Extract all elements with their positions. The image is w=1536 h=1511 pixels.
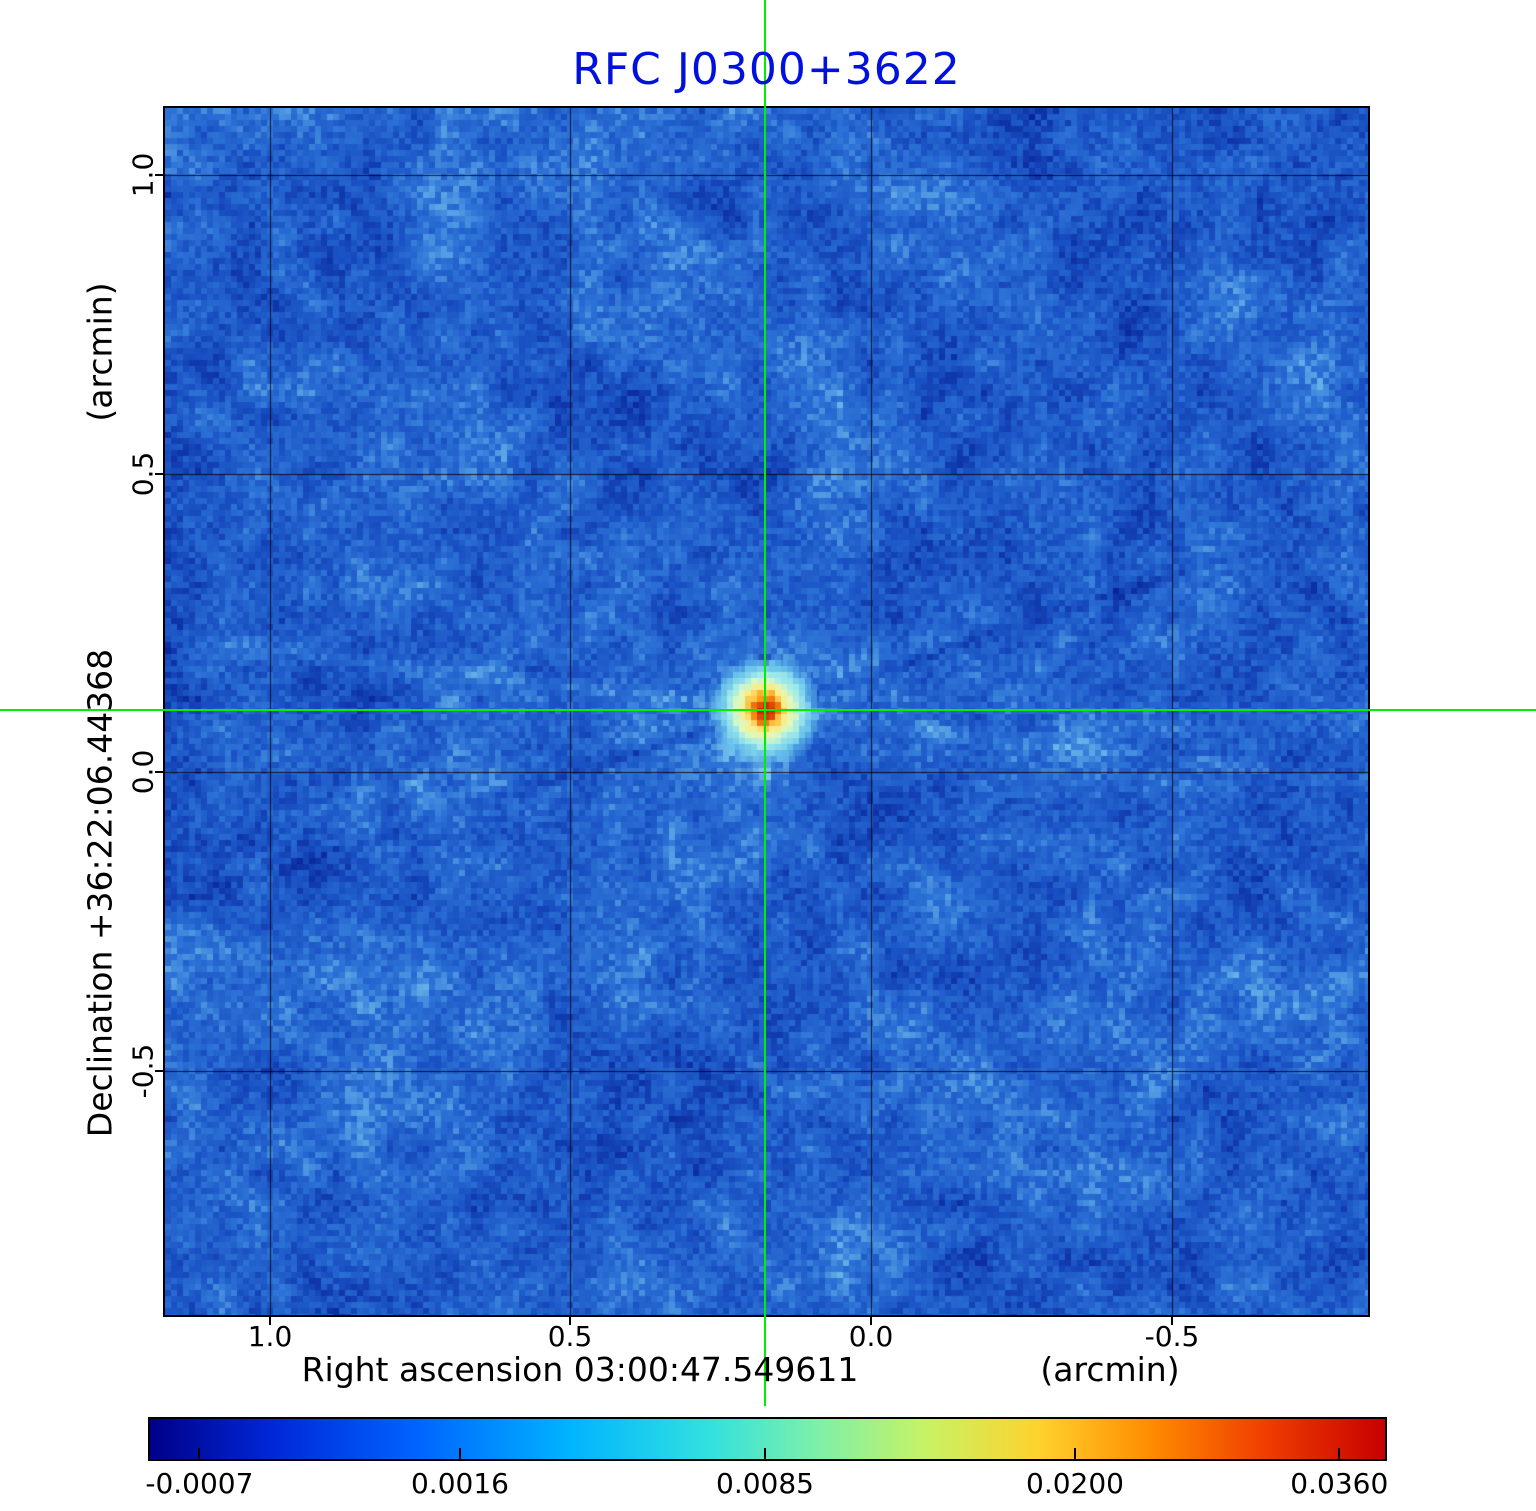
- x-axis-unit: (arcmin): [1040, 1350, 1180, 1389]
- x-axis-tick: [1171, 1317, 1173, 1325]
- colorbar-tick-label: 0.0360: [1290, 1467, 1389, 1500]
- colorbar-tick-label: -0.0007: [145, 1467, 254, 1500]
- y-axis-tick: [155, 174, 163, 176]
- plot-title: RFC J0300+3622: [572, 44, 961, 95]
- x-axis-tick: [870, 1317, 872, 1325]
- y-axis-unit: (arcmin): [80, 282, 120, 422]
- x-tick-label: 0.0: [848, 1320, 894, 1353]
- colorbar-tick-label: 0.0200: [1026, 1467, 1124, 1500]
- colorbar-tick-label: 0.0016: [410, 1467, 509, 1500]
- x-tick-label: 1.0: [247, 1320, 293, 1353]
- crosshair-vertical-line: [764, 0, 766, 1406]
- y-axis-label: Declination +36:22:06.44368: [80, 648, 120, 1138]
- x-tick-label: -0.5: [1144, 1320, 1200, 1353]
- colorbar-tick: [1074, 1448, 1076, 1459]
- y-axis-tick: [155, 1070, 163, 1072]
- x-axis-tick: [569, 1317, 571, 1325]
- plot-area: [163, 106, 1370, 1317]
- x-axis-tick: [269, 1317, 271, 1325]
- y-axis-tick: [155, 473, 163, 475]
- colorbar-tick: [198, 1448, 201, 1459]
- colorbar-tick: [458, 1448, 461, 1459]
- x-tick-label: 0.5: [547, 1320, 593, 1353]
- colorbar: [148, 1417, 1387, 1461]
- y-axis-tick: [155, 771, 163, 773]
- crosshair-horizontal-line: [0, 709, 1536, 711]
- colorbar-tick-label: 0.0085: [716, 1467, 815, 1500]
- colorbar-tick: [1338, 1448, 1341, 1459]
- x-axis-label: Right ascension 03:00:47.549611: [301, 1350, 859, 1389]
- sky-map-canvas: [165, 108, 1368, 1315]
- colorbar-tick: [764, 1448, 767, 1459]
